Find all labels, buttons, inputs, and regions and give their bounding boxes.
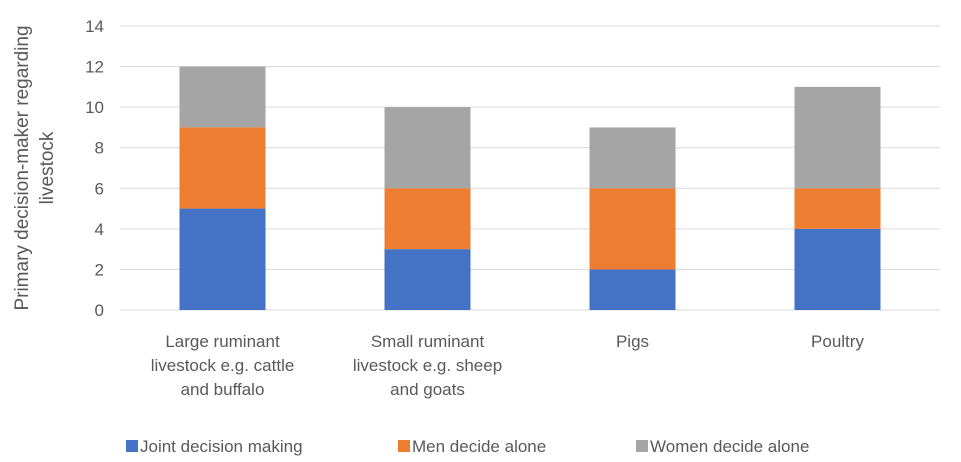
bar-segment <box>794 86 881 189</box>
bar-segment <box>179 208 266 310</box>
bar-segment <box>179 66 266 128</box>
legend-label: Men decide alone <box>412 437 546 456</box>
bar-segment <box>384 249 471 310</box>
legend-swatch <box>398 440 410 452</box>
x-category-label: Poultry <box>811 332 864 351</box>
y-axis-title: Primary decision-maker regarding livestoc… <box>12 25 58 310</box>
y-tick-label: 10 <box>85 98 104 117</box>
legend-item: Women decide alone <box>636 437 809 456</box>
legend-swatch <box>126 440 138 452</box>
y-tick-label: 14 <box>85 17 104 36</box>
y-axis-label: Primary decision-maker regarding livestoc… <box>12 25 58 310</box>
x-category-label: Small ruminant livestock e.g. sheep and go… <box>353 332 502 399</box>
legend: Joint decision making Men decide alone Wom… <box>126 437 809 456</box>
bar-segment <box>384 107 471 189</box>
legend-item: Joint decision making <box>126 437 303 456</box>
y-tick-label: 6 <box>95 179 104 198</box>
bar-segment <box>589 269 676 310</box>
bar-segment <box>794 228 881 310</box>
x-category-label: Pigs <box>616 332 649 351</box>
y-tick-label: 4 <box>95 220 104 239</box>
bar-segment <box>589 127 676 189</box>
y-tick-label: 8 <box>95 139 104 158</box>
y-tick-labels: 0 2 4 6 8 10 12 14 <box>85 17 104 320</box>
bar-segment <box>794 188 881 229</box>
legend-item: Men decide alone <box>398 437 546 456</box>
bar-segment <box>589 188 676 270</box>
y-tick-label: 2 <box>95 260 104 279</box>
bars <box>179 66 881 310</box>
legend-label: Joint decision making <box>140 437 303 456</box>
y-tick-label: 0 <box>95 301 104 320</box>
x-category-label: Large ruminant livestock e.g. cattle and b… <box>151 332 295 399</box>
bar-segment <box>384 188 471 250</box>
legend-swatch <box>636 440 648 452</box>
legend-label: Women decide alone <box>650 437 809 456</box>
x-category-labels: Large ruminant livestock e.g. cattle and b… <box>151 332 865 399</box>
bar-segment <box>179 127 266 209</box>
y-tick-label: 12 <box>85 58 104 77</box>
